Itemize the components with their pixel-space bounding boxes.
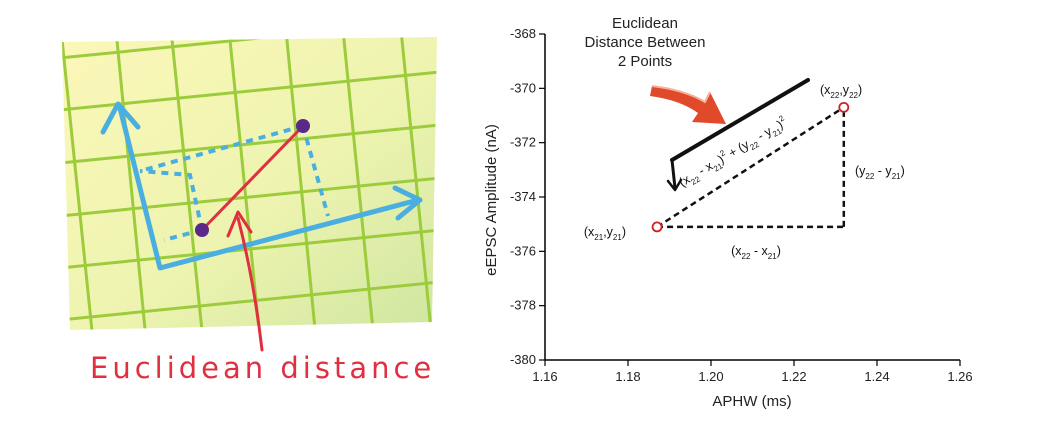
y-tick-label: -374 (510, 189, 536, 204)
chart-title-line-1: Euclidean (612, 15, 678, 32)
point-label-1: (x21,y21) (584, 225, 626, 242)
y-tick-label: -378 (510, 298, 536, 313)
point-label-2: (x22,y22) (820, 83, 862, 100)
chart-title-line-2: Distance Between (585, 34, 706, 51)
y-tick-label: -380 (510, 352, 536, 367)
axes (100, 101, 423, 271)
x-tick-label: 1.16 (532, 369, 557, 384)
y-tick-label: -372 (510, 135, 536, 150)
x-tick-label: 1.20 (698, 369, 723, 384)
y-axis-title: eEPSC Amplitude (nA) (483, 124, 500, 276)
chart-canvas: 1.16 1.18 1.20 1.22 1.24 1.26 -368 -370 -372 -37… (483, 15, 973, 410)
title-arrow (650, 85, 726, 124)
chart-title-line-3: 2 Points (618, 53, 672, 70)
data-point-1 (651, 221, 663, 233)
y-tick-label: -370 (510, 80, 536, 95)
pointer-arrow (226, 210, 264, 352)
y-ticks: -368 -370 -372 -374 -376 -378 -380 (510, 26, 545, 367)
x-ticks: 1.16 1.18 1.20 1.22 1.24 1.26 (532, 360, 973, 384)
x-tick-label: 1.18 (615, 369, 640, 384)
distance-segment (656, 106, 845, 228)
y-tick-label: -368 (510, 26, 536, 41)
x-tick-label: 1.24 (864, 369, 889, 384)
distance-chart: 1.16 1.18 1.20 1.22 1.24 1.26 -368 -370 -372 -37… (470, 0, 1049, 424)
illustration-canvas: Euclidean distance (62, 37, 437, 385)
formula-bracket (666, 78, 810, 192)
point-b (296, 119, 310, 133)
x-tick-label: 1.26 (947, 369, 972, 384)
point-a (195, 223, 209, 237)
x-axis-title: APHW (ms) (712, 393, 791, 410)
distance-line (200, 124, 305, 232)
dy-label: (y22 - y21) (855, 164, 905, 181)
illustration-caption: Euclidean distance (90, 351, 435, 385)
data-point-2 (838, 101, 850, 113)
distance-triangle (656, 106, 846, 229)
dx-label: (x22 - x21) (731, 244, 781, 261)
data-points (651, 101, 850, 233)
y-tick-label: -376 (510, 243, 536, 258)
euclidean-illustration: Euclidean distance (0, 0, 470, 424)
x-tick-label: 1.22 (781, 369, 806, 384)
